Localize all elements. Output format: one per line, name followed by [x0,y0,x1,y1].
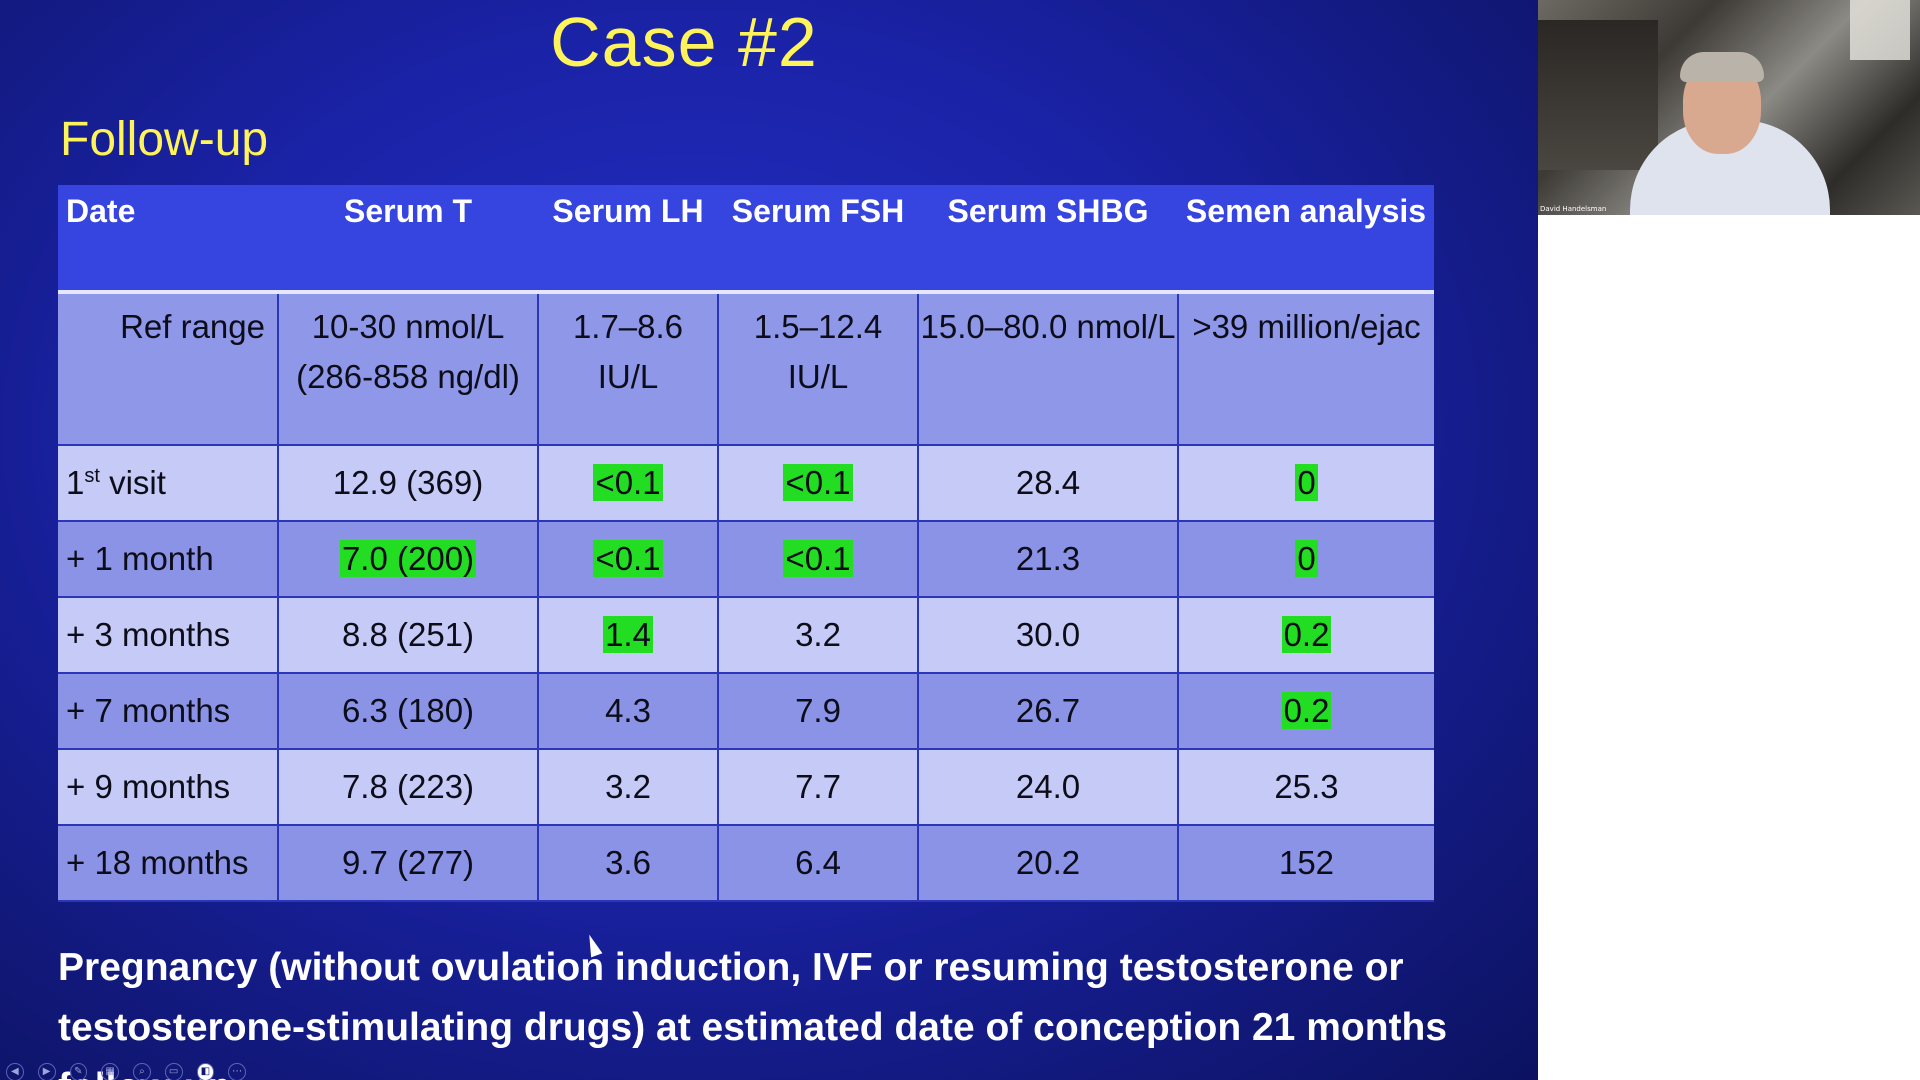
row-semen: 25.3 [1177,749,1434,826]
row-date: + 18 months [58,825,278,902]
row-semen: 0.2 [1177,673,1434,750]
pen-icon[interactable]: ✎ [69,1063,88,1080]
table-row: + 7 months 6.3 (180) 4.3 7.9 26.7 0.2 [58,673,1434,750]
ref-range-shbg: 15.0–80.0 nmol/L [917,292,1178,446]
row-serum-t: 8.8 (251) [277,597,538,674]
zoom-icon[interactable]: ⌕ [133,1063,151,1080]
slide-title: Case #2 [550,3,818,81]
row-semen: 0 [1177,445,1434,522]
slide-subtitle: Follow-up [60,113,269,166]
row-serum-t: 6.3 (180) [277,673,538,750]
ref-range-semen: >39 million/ejac [1177,292,1434,446]
row-date: 1st visit [58,445,278,522]
row-serum-t: 7.8 (223) [277,749,538,826]
row-serum-fsh: 3.2 [717,597,918,674]
webcam-video: David Handelsman [1538,0,1920,215]
row-serum-lh: 3.6 [537,825,718,902]
row-serum-shbg: 21.3 [917,521,1178,598]
row-serum-fsh: <0.1 [717,521,918,598]
table-row: + 3 months 8.8 (251) 1.4 3.2 30.0 0.2 [58,597,1434,674]
subtitles-icon[interactable]: ▭ [164,1063,183,1080]
slideshow-toolbar: ◀ ▶ ✎ ▦ ⌕ ▭ ◧ ⋯ [0,1063,246,1080]
ref-range-fsh: 1.5–12.4 IU/L [717,292,918,446]
slides-icon[interactable]: ▦ [101,1063,119,1080]
row-serum-t: 9.7 (277) [277,825,538,902]
row-date: + 3 months [58,597,278,674]
row-date: + 1 month [58,521,278,598]
presenter-icon[interactable]: ◧ [196,1063,215,1080]
row-date: + 9 months [58,749,278,826]
previous-icon[interactable]: ◀ [6,1063,24,1080]
row-serum-lh: 1.4 [537,597,718,674]
next-icon[interactable]: ▶ [37,1063,56,1080]
slide-footer-text: Pregnancy (without ovulation induction, … [58,946,1448,1080]
header-date: Date [58,185,278,294]
table-header-row: Date Serum T Serum LH Serum FSH Serum SH… [58,185,1434,294]
table-row: + 18 months 9.7 (277) 3.6 6.4 20.2 152 [58,825,1434,902]
row-serum-fsh: 7.7 [717,749,918,826]
ref-range-t: 10-30 nmol/L (286-858 ng/dl) [277,292,538,446]
table-row: 1st visit 12.9 (369) <0.1 <0.1 28.4 0 [58,445,1434,522]
row-serum-fsh: <0.1 [717,445,918,522]
row-semen: 152 [1177,825,1434,902]
row-serum-t: 7.0 (200) [277,521,538,598]
row-semen: 0 [1177,521,1434,598]
webcam-name-label: David Handelsman [1540,205,1607,213]
row-serum-shbg: 28.4 [917,445,1178,522]
row-serum-lh: <0.1 [537,445,718,522]
webcam-background-window [1850,0,1910,60]
ref-range-lh: 1.7–8.6 IU/L [537,292,718,446]
row-serum-shbg: 26.7 [917,673,1178,750]
ref-range-label: Ref range [58,292,278,446]
more-icon[interactable]: ⋯ [228,1063,246,1080]
row-serum-shbg: 24.0 [917,749,1178,826]
row-date: + 7 months [58,673,278,750]
row-serum-lh: 4.3 [537,673,718,750]
hormone-table: Date Serum T Serum LH Serum FSH Serum SH… [58,185,1434,902]
row-serum-shbg: 20.2 [917,825,1178,902]
header-serum-fsh: Serum FSH [718,185,918,294]
header-serum-lh: Serum LH [538,185,718,294]
table-row: + 9 months 7.8 (223) 3.2 7.7 24.0 25.3 [58,749,1434,826]
row-semen: 0.2 [1177,597,1434,674]
row-serum-lh: 3.2 [537,749,718,826]
webcam-person-hair [1680,52,1764,82]
row-serum-fsh: 6.4 [717,825,918,902]
header-serum-shbg: Serum SHBG [918,185,1178,294]
row-serum-shbg: 30.0 [917,597,1178,674]
row-serum-fsh: 7.9 [717,673,918,750]
ref-range-row: Ref range 10-30 nmol/L (286-858 ng/dl) 1.… [58,292,1434,446]
row-serum-t: 12.9 (369) [277,445,538,522]
presentation-slide: Case #2 Follow-up Date Serum T Serum LH … [0,0,1538,1080]
header-semen-analysis: Semen analysis [1178,185,1434,294]
row-serum-lh: <0.1 [537,521,718,598]
webcam-background-shelf [1538,20,1658,170]
header-serum-t: Serum T [278,185,538,294]
table-row: + 1 month 7.0 (200) <0.1 <0.1 21.3 0 [58,521,1434,598]
